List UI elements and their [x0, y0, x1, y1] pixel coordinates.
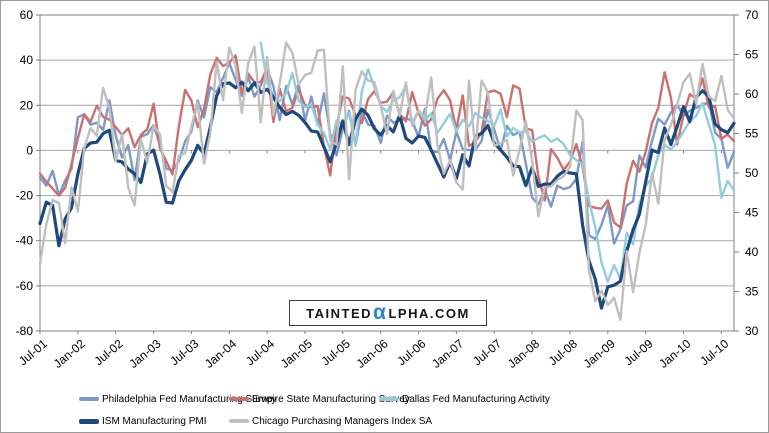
legend-label: ISM Manufacturing PMI	[102, 415, 207, 427]
legend-swatch-ism-manufacturing-pmi	[79, 418, 99, 424]
x-axis-label: Jan-06	[354, 336, 391, 371]
legend-row: Philadelphia Fed Manufacturing Survey Emp…	[79, 388, 759, 410]
x-axis-label: Jan-02	[51, 336, 88, 371]
x-axis-label: Jul-01	[16, 336, 50, 368]
series-line-dallas-fed-manufacturing-activity	[259, 41, 736, 283]
legend-label: Chicago Purchasing Managers Index SA	[252, 415, 433, 427]
legend-label: Philadelphia Fed Manufacturing Survey	[102, 393, 277, 405]
y-axis-label-left: 60	[20, 8, 34, 22]
y-axis-label-right: 40	[745, 245, 759, 259]
x-axis-label: Jan-03	[126, 336, 163, 371]
x-axis-label: Jul-04	[243, 336, 277, 368]
x-axis-label: Jan-05	[278, 336, 315, 371]
legend-item-ism-manufacturing-pmi: ISM Manufacturing PMI	[79, 416, 229, 427]
series-line-ism-manufacturing-pmi	[38, 80, 736, 310]
x-axis-label: Jul-10	[697, 336, 731, 368]
legend-label: Empire State Manufacturing Survey	[252, 393, 410, 405]
x-axis-label: Jul-05	[319, 336, 353, 368]
legend: Philadelphia Fed Manufacturing Survey Emp…	[79, 388, 759, 432]
y-axis-label-left: -60	[16, 279, 34, 293]
y-axis-label-left: 40	[20, 53, 34, 67]
legend-swatch-empire-state-manufacturing-survey	[229, 397, 249, 401]
legend-swatch-chicago-purchasing-managers-index-sa	[229, 419, 249, 423]
series-line-philadelphia-fed-manufacturing-survey	[38, 61, 736, 245]
y-axis-label-left: 0	[26, 143, 33, 157]
watermark-prefix: TAINTED	[306, 305, 373, 321]
legend-swatch-philadelphia-fed-manufacturing-survey	[79, 397, 99, 401]
x-axis-label: Jul-07	[470, 336, 504, 368]
watermark: TAINTED α LPHA.COM	[289, 300, 487, 326]
series-line-chicago-purchasing-managers-index-sa	[38, 41, 736, 322]
x-axis-label: Jan-09	[581, 336, 618, 371]
x-axis-label: Jul-06	[394, 336, 428, 368]
x-axis-label: Jul-03	[167, 336, 201, 368]
legend-label: Dallas Fed Manufacturing Activity	[402, 393, 550, 405]
x-axis-label: Jan-10	[656, 336, 693, 371]
x-axis-label: Jan-04	[202, 336, 239, 371]
y-axis-label-left: -20	[16, 189, 34, 203]
x-axis-label: Jan-07	[429, 336, 466, 371]
y-axis-label-right: 30	[745, 324, 759, 338]
x-axis-label: Jul-02	[92, 336, 126, 368]
y-axis-label-left: -40	[16, 234, 34, 248]
y-axis-label-right: 45	[745, 206, 759, 220]
legend-swatch-dallas-fed-manufacturing-activity	[379, 397, 399, 401]
legend-item-chicago-purchasing-managers-index-sa: Chicago Purchasing Managers Index SA	[229, 416, 432, 427]
y-axis-label-left: 20	[20, 98, 34, 112]
x-axis-label: Jul-08	[546, 336, 580, 368]
y-axis-label-left: -80	[16, 324, 34, 338]
watermark-suffix: LPHA.COM	[388, 305, 470, 321]
x-axis-label: Jul-09	[622, 336, 656, 368]
legend-row: ISM Manufacturing PMI Chicago Purchasing …	[79, 410, 759, 432]
y-axis-label-right: 50	[745, 166, 759, 180]
y-axis-label-right: 35	[745, 285, 759, 299]
legend-item-empire-state-manufacturing-survey: Empire State Manufacturing Survey	[229, 394, 410, 405]
y-axis-label-right: 60	[745, 87, 759, 101]
y-axis-label-right: 70	[745, 8, 759, 22]
y-axis-label-right: 65	[745, 48, 759, 62]
x-axis-label: Jan-08	[505, 336, 542, 371]
y-axis-label-right: 55	[745, 127, 759, 141]
legend-item-dallas-fed-manufacturing-activity: Dallas Fed Manufacturing Activity	[379, 394, 550, 405]
legend-item-philadelphia-fed-manufacturing-survey: Philadelphia Fed Manufacturing Survey	[79, 394, 277, 405]
series-line-empire-state-manufacturing-survey	[38, 54, 736, 229]
